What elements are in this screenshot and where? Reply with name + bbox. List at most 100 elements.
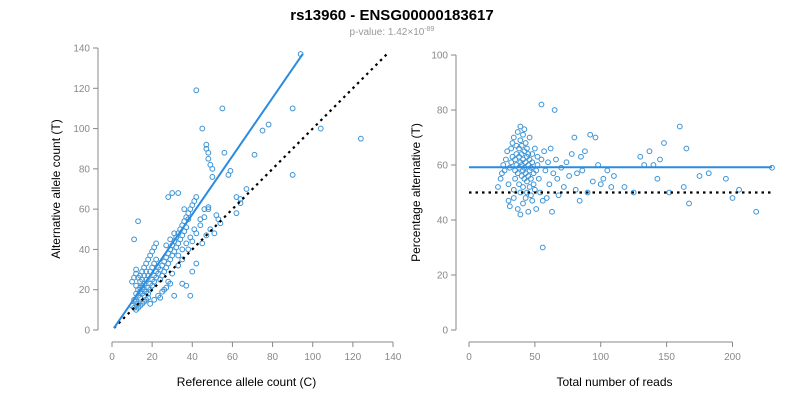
- data-point: [529, 197, 536, 204]
- data-point: [143, 268, 150, 275]
- y-tick-label: 20: [437, 271, 449, 282]
- data-point: [582, 148, 588, 155]
- data-point: [129, 278, 135, 285]
- data-point: [535, 175, 542, 182]
- data-point: [203, 232, 210, 239]
- y-tick-label: 80: [79, 164, 91, 175]
- data-point: [528, 175, 534, 182]
- data-point: [171, 230, 178, 237]
- data-point: [179, 256, 186, 263]
- data-point: [165, 194, 172, 200]
- data-point: [197, 216, 204, 223]
- data-point: [259, 127, 266, 134]
- data-point: [157, 294, 164, 301]
- data-point: [211, 230, 218, 237]
- data-point: [505, 197, 512, 204]
- data-point: [495, 184, 501, 190]
- x-tick-label: 150: [658, 352, 675, 363]
- data-point: [542, 167, 549, 174]
- data-point: [508, 145, 515, 152]
- data-point: [568, 151, 575, 157]
- y-tick-label: 140: [73, 44, 90, 55]
- data-point: [604, 167, 611, 174]
- data-point: [637, 153, 644, 160]
- data-point: [135, 304, 141, 311]
- data-point: [205, 206, 212, 213]
- data-point: [550, 170, 557, 177]
- data-point: [251, 151, 258, 158]
- data-point: [509, 140, 516, 146]
- x-tick-label: 20: [147, 352, 159, 363]
- data-point: [528, 192, 534, 199]
- data-point: [621, 184, 628, 190]
- y-tick-label: 100: [73, 124, 90, 135]
- data-point: [514, 129, 521, 135]
- data-point: [512, 156, 519, 163]
- data-point: [171, 292, 178, 299]
- data-point: [193, 260, 200, 267]
- data-point: [517, 211, 524, 218]
- data-point: [518, 142, 525, 149]
- data-point: [574, 170, 580, 177]
- x-axis-label: Total number of reads: [556, 375, 672, 389]
- data-point: [357, 135, 364, 142]
- data-point: [197, 222, 204, 229]
- data-point: [520, 131, 526, 138]
- data-point: [571, 134, 578, 141]
- data-point: [175, 262, 182, 269]
- data-point: [592, 134, 599, 141]
- data-point: [512, 175, 519, 182]
- data-point: [187, 234, 194, 241]
- data-point: [538, 101, 545, 108]
- y-tick-label: 40: [79, 245, 91, 256]
- data-point: [289, 172, 296, 178]
- data-point: [199, 240, 206, 247]
- data-point: [526, 134, 533, 141]
- data-point: [185, 246, 192, 253]
- data-point: [553, 156, 559, 163]
- data-point: [175, 190, 182, 196]
- data-point: [608, 184, 615, 190]
- data-point: [589, 178, 596, 185]
- x-tick-label: 100: [592, 352, 609, 363]
- data-point: [165, 278, 172, 285]
- data-point: [191, 226, 198, 233]
- data-point: [167, 236, 174, 243]
- data-point: [205, 204, 212, 211]
- data-point: [543, 195, 550, 201]
- data-point: [187, 292, 194, 299]
- data-point: [510, 195, 517, 201]
- y-tick-label: 60: [79, 205, 91, 216]
- y-tick-label: 60: [437, 161, 449, 172]
- data-point: [722, 175, 729, 182]
- data-point: [199, 125, 206, 132]
- data-point: [529, 159, 536, 166]
- data-point: [243, 186, 250, 192]
- data-point: [546, 181, 553, 188]
- subtitle-pvalue-exponent: -89: [424, 26, 434, 33]
- subtitle-pvalue: p-value: 1.42×10: [350, 27, 425, 38]
- data-point: [131, 236, 137, 243]
- data-point: [209, 174, 216, 180]
- data-point: [534, 153, 541, 160]
- x-tick-label: 200: [724, 352, 741, 363]
- data-point: [654, 175, 661, 182]
- data-point: [193, 87, 200, 94]
- data-point: [213, 212, 220, 219]
- data-point: [522, 140, 529, 146]
- data-point: [516, 181, 522, 188]
- y-tick-label: 100: [431, 51, 448, 62]
- data-point: [578, 153, 584, 160]
- data-point: [661, 140, 667, 146]
- data-point: [502, 156, 509, 163]
- data-point: [289, 105, 296, 112]
- data-point: [169, 270, 176, 277]
- fit-line: [113, 53, 304, 329]
- data-point: [555, 192, 562, 199]
- data-point: [205, 155, 212, 162]
- data-point: [153, 256, 160, 263]
- data-point: [680, 184, 687, 190]
- data-point: [683, 145, 690, 152]
- data-point: [153, 240, 160, 247]
- data-point: [520, 184, 526, 190]
